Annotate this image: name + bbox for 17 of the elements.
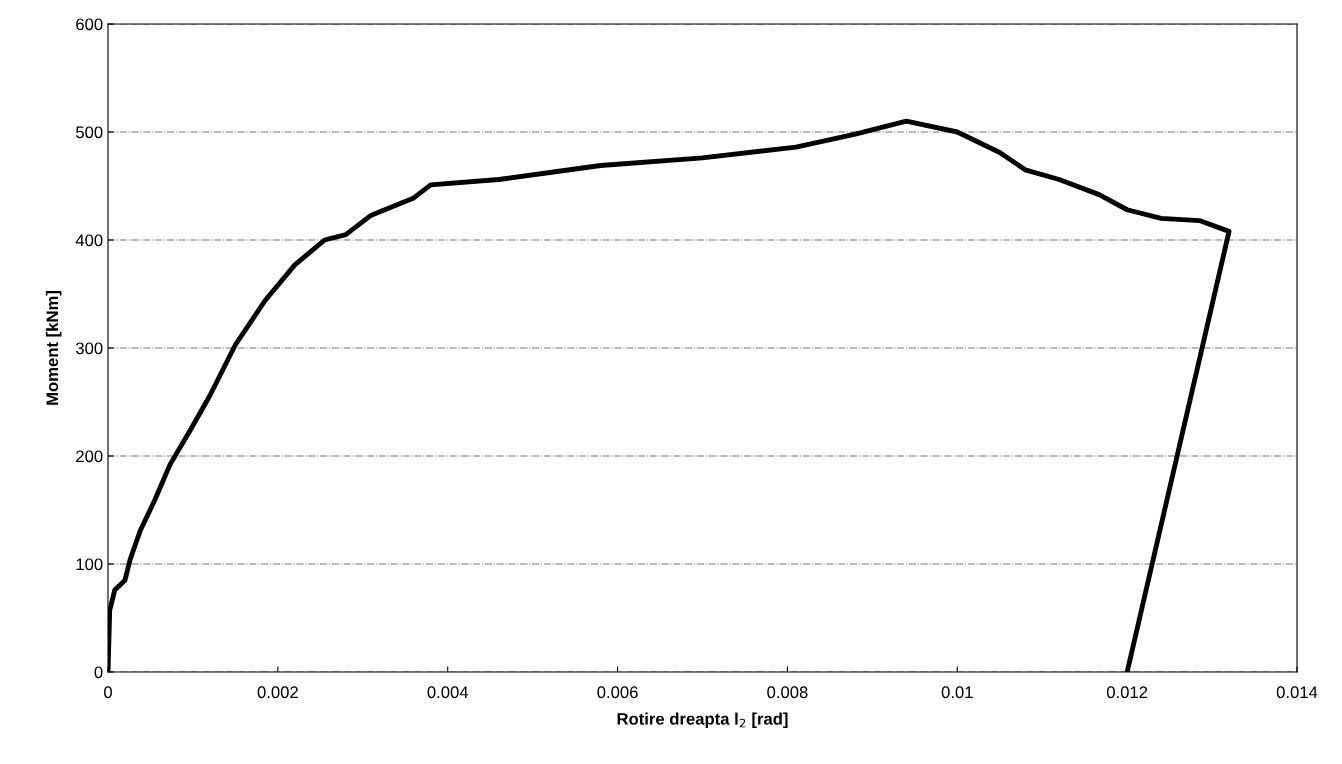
x-tick-label: 0.008 [767, 686, 808, 699]
y-tick-label: 600 [76, 18, 103, 31]
x-tick-label: 0 [104, 686, 112, 699]
x-axis-title: Rotire dreapta l$_{2}$ [rad] [617, 712, 788, 729]
y-tick-label: 400 [75, 234, 103, 247]
x-tick-label: 0.002 [257, 686, 298, 699]
x-tick-label: 0.004 [427, 686, 469, 699]
y-tick-label: 100 [76, 558, 103, 571]
y-tick-label: 200 [76, 450, 103, 463]
x-tick-label: 0.01 [941, 686, 973, 699]
x-tick-label: 0.014 [1276, 686, 1318, 699]
y-tick-label: 0 [94, 666, 103, 679]
y-tick-label: 300 [75, 342, 103, 355]
y-tick-label: 500 [76, 126, 103, 139]
x-tick-label: 0.012 [1106, 686, 1148, 699]
y-axis-title: Moment [kNm] [45, 291, 62, 405]
x-tick-label: 0.006 [597, 686, 638, 699]
